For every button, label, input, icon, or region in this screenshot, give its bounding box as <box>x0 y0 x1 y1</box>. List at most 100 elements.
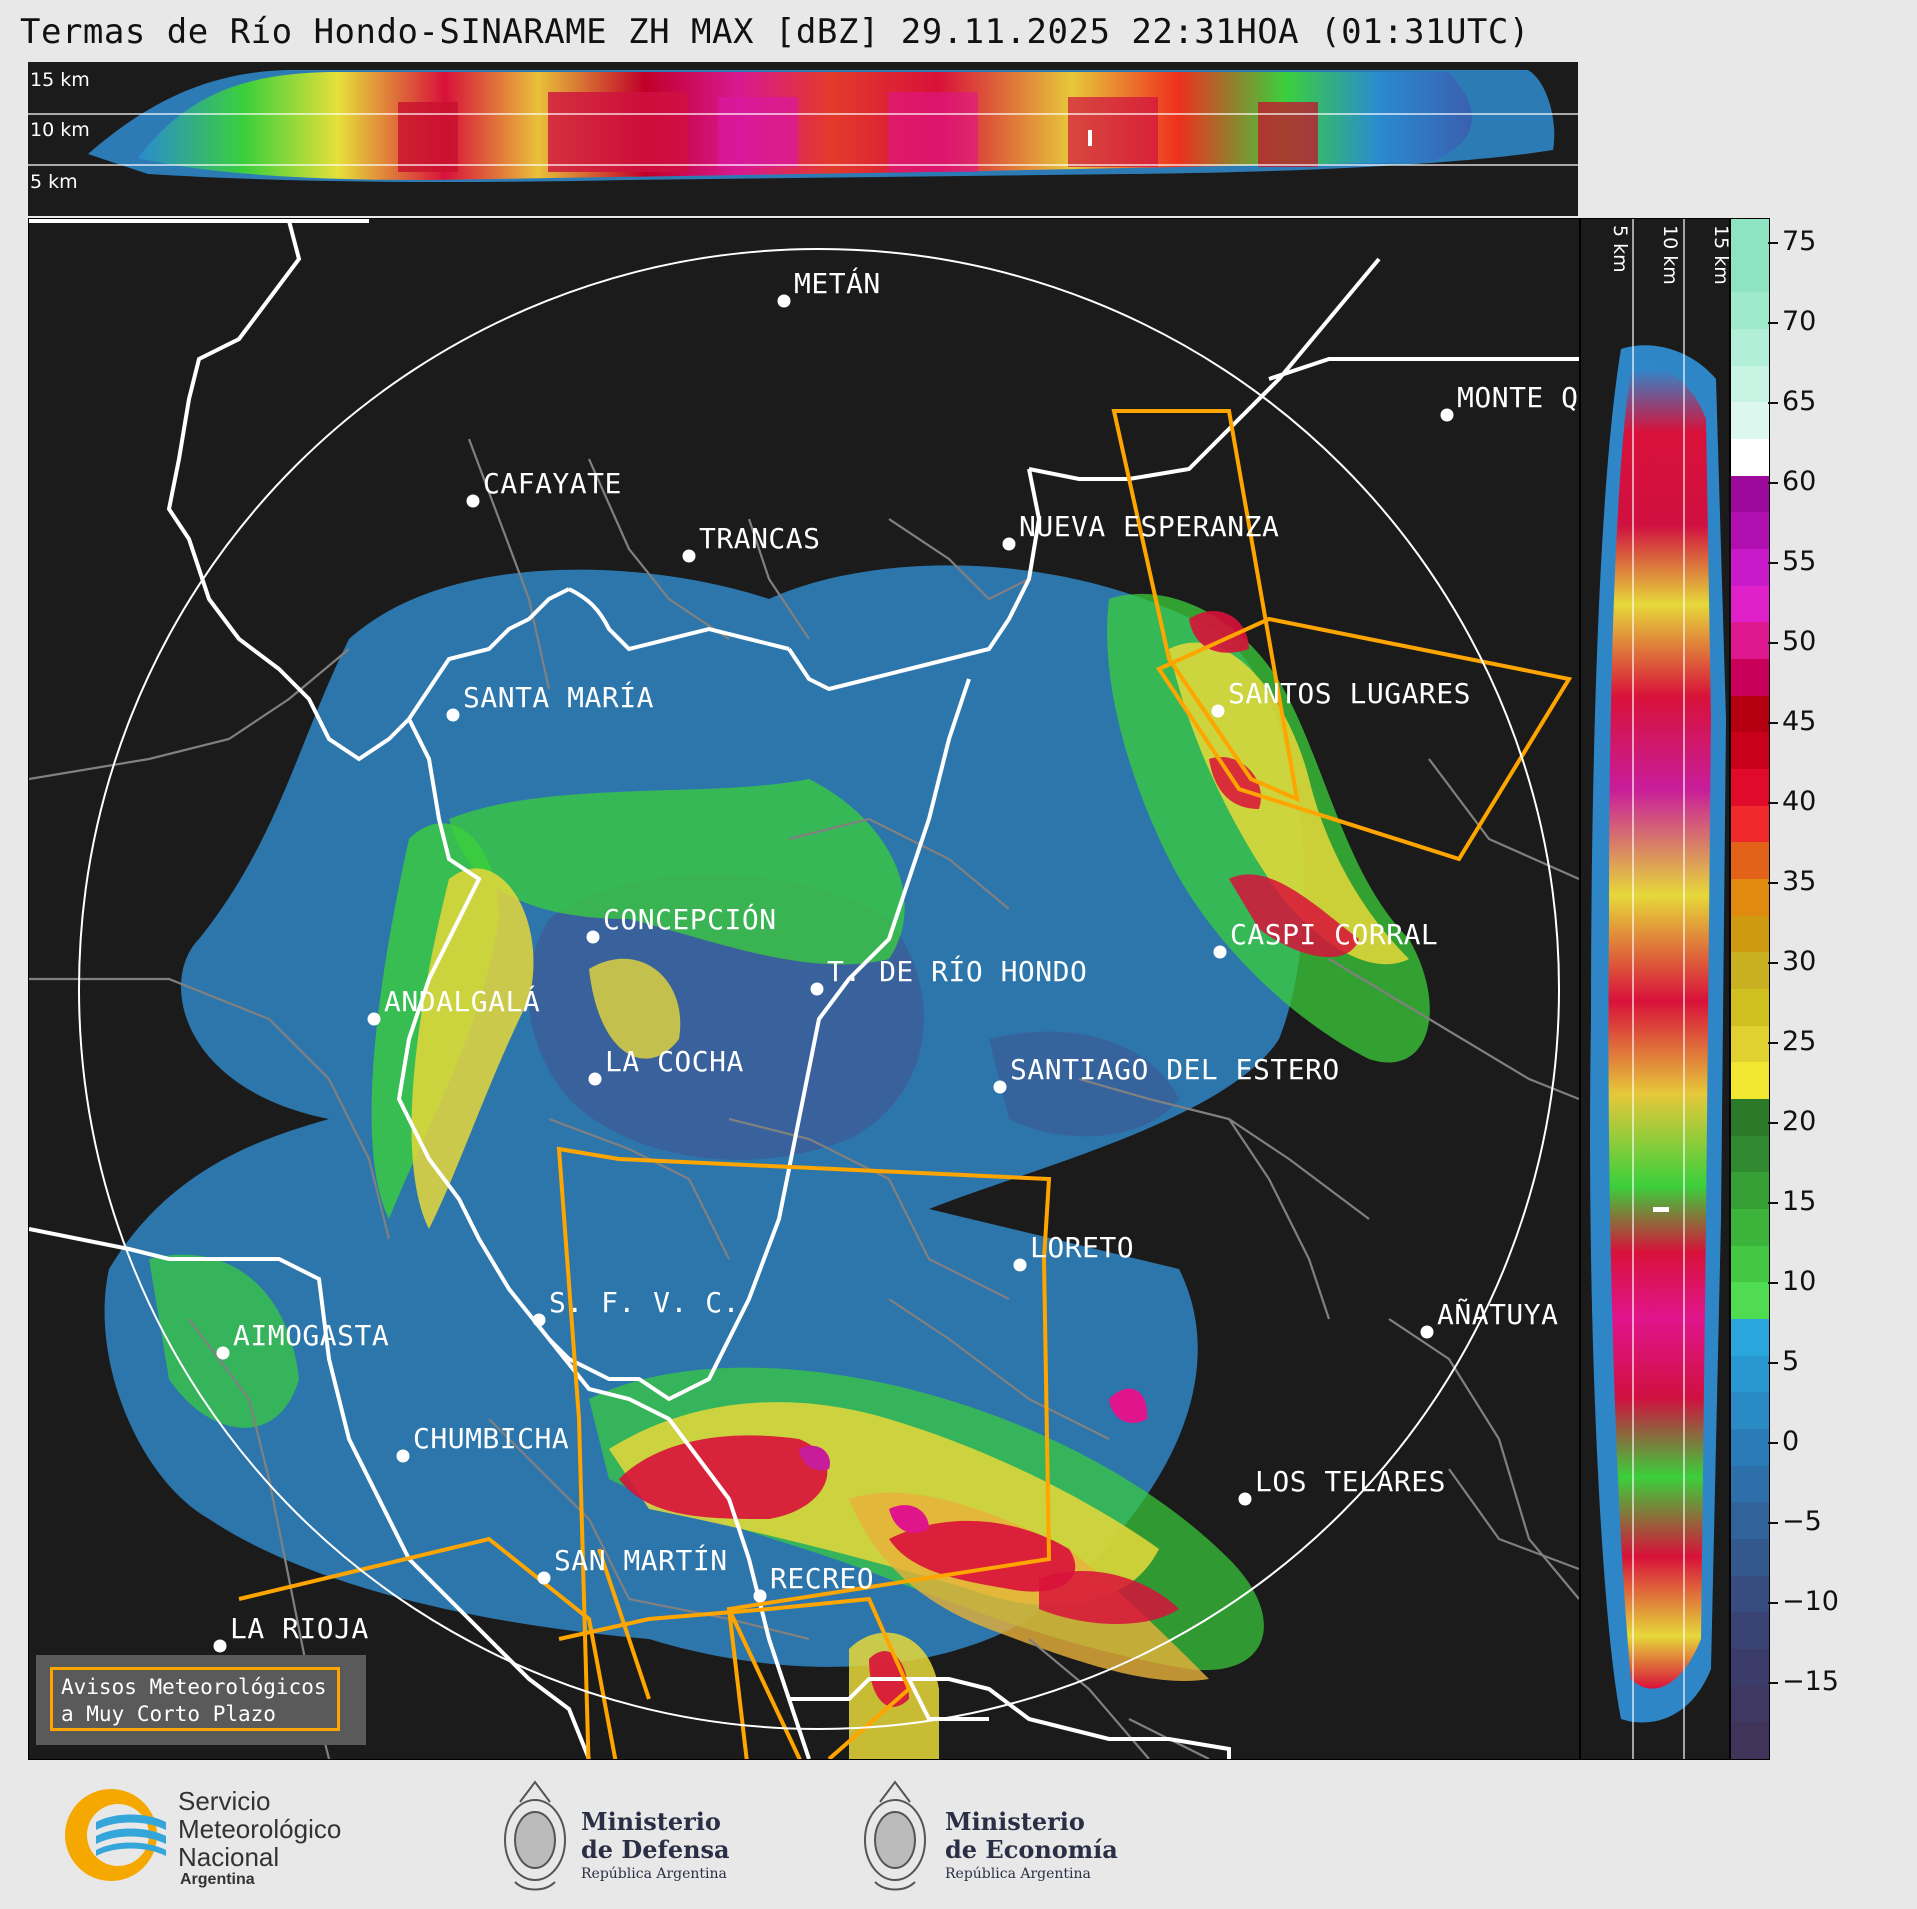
city-dot <box>396 1449 410 1463</box>
colorbar-segment <box>1731 549 1769 587</box>
city-marker: AIMOGASTA <box>216 1319 389 1360</box>
city-markers: METÁN MONTE Q CAFAYATE TRANCAS NUEVA ESPERAN… <box>213 266 1578 1653</box>
economia-line-2: de Economía <box>945 1835 1118 1864</box>
colorbar-label: 30 <box>1782 946 1817 977</box>
colorbar-label: 20 <box>1782 1106 1817 1137</box>
colorbar-tick <box>1768 1202 1778 1204</box>
city-marker: CAFAYATE <box>466 467 621 508</box>
colorbar-segment <box>1731 1539 1769 1577</box>
city-marker: SANTIAGO DEL ESTERO <box>993 1053 1340 1094</box>
city-marker: LORETO <box>1013 1231 1134 1272</box>
colorbar-segment <box>1731 1245 1769 1284</box>
warning-legend: Avisos Meteorológicos a Muy Corto Plazo <box>36 1655 366 1745</box>
city-marker: CASPI CORRAL <box>1213 918 1438 959</box>
city-dot <box>367 1012 381 1026</box>
defensa-line-3: República Argentina <box>581 1866 727 1882</box>
colorbar-label: 55 <box>1782 546 1817 577</box>
map-title: Termas de Río Hondo-SINARAME ZH MAX [dBZ… <box>20 12 1530 52</box>
city-dot <box>810 982 824 996</box>
colorbar-segment <box>1731 1502 1769 1540</box>
city-dot <box>1238 1492 1252 1506</box>
colorbar-segment <box>1731 732 1769 770</box>
colorbar-segment <box>1731 402 1769 440</box>
dbz-colorbar <box>1730 218 1770 1760</box>
city-marker: LA COCHA <box>588 1045 744 1086</box>
colorbar-segment <box>1731 1429 1769 1467</box>
city-marker: AÑATUYA <box>1420 1297 1559 1339</box>
right-cross-section: 5 km 10 km 15 km <box>1580 218 1730 1760</box>
colorbar-segment <box>1731 1392 1769 1430</box>
top-cross-section: 15 km 10 km 5 km <box>28 62 1578 216</box>
defensa-line-1: Ministerio <box>581 1807 721 1836</box>
city-marker: T. DE RÍO HONDO <box>810 954 1087 996</box>
colorbar-segment <box>1731 439 1769 477</box>
city-label: LA COCHA <box>605 1045 744 1078</box>
colorbar-tick <box>1768 722 1778 724</box>
colorbar-segment <box>1731 1319 1769 1357</box>
legend-line-1: Avisos Meteorológicos <box>61 1675 327 1699</box>
city-label: NUEVA ESPERANZA <box>1019 510 1279 543</box>
colorbar-segment <box>1731 659 1769 697</box>
economia-line-3: República Argentina <box>945 1866 1091 1882</box>
city-dot <box>1213 945 1227 959</box>
city-dot <box>1440 408 1454 422</box>
colorbar-label: −10 <box>1782 1586 1839 1617</box>
colorbar-tick <box>1768 642 1778 644</box>
colorbar-label: 70 <box>1782 306 1817 337</box>
economia-line-1: Ministerio <box>945 1807 1085 1836</box>
colorbar-segment <box>1731 915 1769 954</box>
xsec-label-10km: 10 km <box>30 119 90 141</box>
colorbar-label: 35 <box>1782 866 1817 897</box>
colorbar-segment <box>1731 255 1769 294</box>
colorbar-tick <box>1768 562 1778 564</box>
province-boundaries <box>29 219 1579 1759</box>
radar-map[interactable]: METÁN MONTE Q CAFAYATE TRANCAS NUEVA ESPERAN… <box>28 218 1580 1760</box>
city-dot <box>537 1571 551 1585</box>
city-label: T. DE RÍO HONDO <box>827 954 1087 988</box>
city-dot <box>588 1072 602 1086</box>
city-label: CHUMBICHA <box>413 1422 569 1455</box>
colorbar-segment <box>1731 365 1769 404</box>
colorbar-segment <box>1731 585 1769 624</box>
colorbar-segment <box>1731 879 1769 917</box>
city-marker: LA RIOJA <box>213 1612 368 1653</box>
city-label: SANTIAGO DEL ESTERO <box>1010 1053 1340 1086</box>
colorbar-label: 25 <box>1782 1026 1817 1057</box>
city-label: ANDALGALÁ <box>384 984 540 1018</box>
colorbar-label: 15 <box>1782 1186 1817 1217</box>
rxsec-label-15km: 15 km <box>1710 225 1729 285</box>
city-marker: SANTOS LUGARES <box>1211 677 1471 718</box>
colorbar-tick <box>1768 1282 1778 1284</box>
warning-polygon-ne-1 <box>1111 409 1300 803</box>
colorbar-tick <box>1768 1522 1778 1524</box>
colorbar-tick <box>1768 1042 1778 1044</box>
colorbar-tick <box>1768 322 1778 324</box>
city-dot <box>1002 537 1016 551</box>
city-label: AÑATUYA <box>1437 1297 1559 1331</box>
city-dot <box>213 1639 227 1653</box>
defensa-line-2: de Defensa <box>581 1835 730 1864</box>
colorbar-segment <box>1731 695 1769 734</box>
colorbar-label: 75 <box>1782 226 1817 257</box>
city-dot <box>1211 704 1225 718</box>
city-label: METÁN <box>794 266 881 300</box>
city-marker: TRANCAS <box>682 522 820 563</box>
xsec-label-15km: 15 km <box>30 69 90 91</box>
city-label: LOS TELARES <box>1255 1465 1446 1498</box>
colorbar-segment <box>1731 1575 1769 1614</box>
colorbar-segment <box>1731 842 1769 880</box>
colorbar-segment <box>1731 1282 1769 1320</box>
city-dot <box>532 1313 546 1327</box>
colorbar-segment <box>1731 622 1769 660</box>
colorbar-segment <box>1731 1172 1769 1210</box>
city-label: LORETO <box>1030 1231 1134 1264</box>
coat-of-arms-icon <box>504 1780 566 1891</box>
colorbar-segment <box>1731 1209 1769 1247</box>
colorbar-segment <box>1731 989 1769 1027</box>
colorbar-label: 40 <box>1782 786 1817 817</box>
city-dot <box>586 930 600 944</box>
colorbar-tick <box>1768 402 1778 404</box>
city-dot <box>753 1589 767 1603</box>
city-marker: NUEVA ESPERANZA <box>1002 510 1279 551</box>
city-dot <box>1420 1325 1434 1339</box>
